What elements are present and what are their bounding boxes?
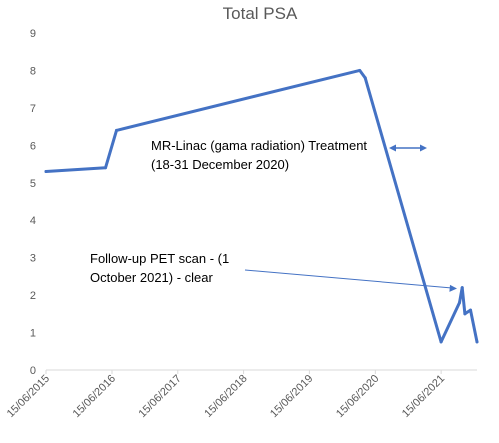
treatment-annotation-line-2: (18-31 December 2020) — [151, 157, 289, 172]
psa-data-point — [475, 340, 479, 344]
psa-data-point — [114, 128, 118, 132]
y-tick-label: 6 — [30, 140, 36, 152]
pet-scan-annotation-line-2: October 2021) - clear — [90, 270, 214, 285]
psa-data-point — [358, 68, 362, 72]
x-tick-label: 15/06/2018 — [202, 373, 249, 420]
y-tick-label: 1 — [30, 328, 36, 340]
y-axis-tick-labels: 0 1 2 3 4 5 6 7 8 9 — [30, 28, 36, 377]
psa-series-line — [44, 68, 479, 344]
x-tick-label: 15/06/2016 — [71, 373, 118, 420]
x-axis-tick-labels: 15/06/2015 15/06/2016 15/06/2017 15/06/2018… — [5, 370, 447, 420]
psa-data-point — [460, 286, 464, 290]
chart-title: Total PSA — [223, 4, 298, 23]
x-tick-label: 15/06/2019 — [268, 373, 315, 420]
y-tick-label: 7 — [30, 103, 36, 115]
psa-data-point — [44, 170, 48, 174]
treatment-annotation: MR-Linac (gama radiation) Treatment (18-… — [151, 138, 371, 172]
psa-data-point — [363, 76, 367, 80]
psa-data-point — [458, 301, 462, 305]
x-tick-label: 15/06/2017 — [136, 373, 183, 420]
x-tick-label: 15/06/2015 — [5, 373, 52, 420]
annotations: MR-Linac (gama radiation) Treatment (18-… — [90, 138, 457, 292]
treatment-annotation-line-1: MR-Linac (gama radiation) Treatment — [151, 138, 367, 153]
pet-scan-annotation-line-1: Follow-up PET scan - (1 — [90, 251, 229, 266]
y-tick-label: 5 — [30, 178, 36, 190]
psa-data-point — [463, 312, 467, 316]
pet-scan-pointer-arrow — [244, 269, 457, 292]
psa-data-point — [469, 308, 473, 312]
series-layer — [44, 68, 479, 344]
y-tick-label: 8 — [30, 65, 36, 77]
y-tick-label: 4 — [30, 215, 36, 227]
y-tick-label: 3 — [30, 253, 36, 265]
x-tick-label: 15/06/2020 — [334, 373, 381, 420]
y-tick-label: 0 — [30, 365, 36, 377]
y-tick-label: 2 — [30, 290, 36, 302]
x-tick-label: 15/06/2021 — [400, 373, 447, 420]
psa-data-point — [103, 166, 107, 170]
y-tick-label: 9 — [30, 28, 36, 40]
pet-scan-annotation: Follow-up PET scan - (1 October 2021) - … — [90, 251, 233, 285]
psa-data-point — [439, 340, 443, 344]
treatment-period-arrow — [389, 144, 427, 152]
